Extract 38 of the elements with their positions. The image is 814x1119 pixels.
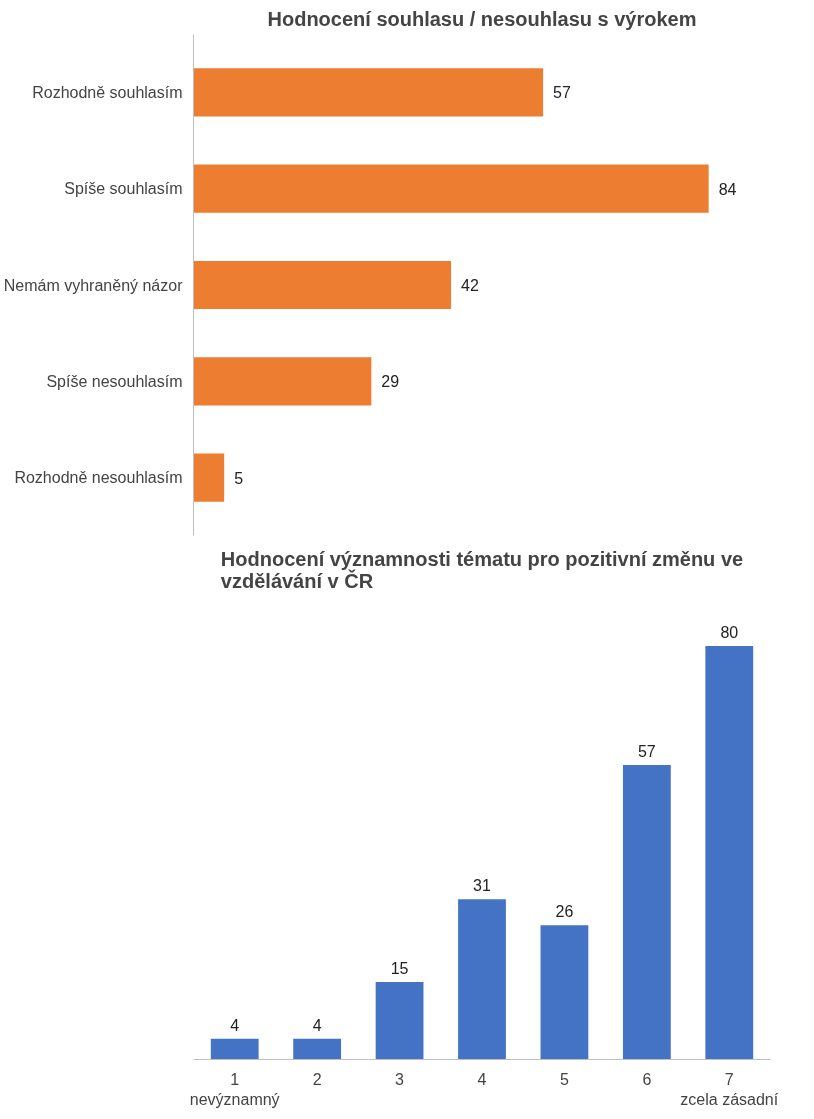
bar [193, 357, 372, 406]
x-tick-label: 7 zcela zásadní [680, 1070, 779, 1108]
chart-title: Hodnocení souhlasu / nesouhlasu s výrokem [267, 7, 697, 30]
bar [375, 981, 424, 1060]
data-label: 31 [473, 877, 491, 895]
y-tick-label: Rozhodně souhlasím [32, 83, 183, 101]
data-label: 26 [555, 903, 574, 921]
bar [293, 1038, 342, 1060]
bar [210, 1038, 259, 1060]
x-tick-label: 1 nevýznamný [189, 1070, 280, 1108]
data-label: 57 [553, 84, 571, 102]
chart-title: Hodnocení významnosti tématu pro pozitivní změnu ve vzdělávání v ČR [220, 547, 744, 592]
x-tick-label: 4 [477, 1070, 487, 1088]
bar [193, 68, 544, 117]
bar [458, 899, 506, 1060]
data-label: 80 [720, 624, 739, 642]
x-tick-label: 6 [642, 1070, 652, 1088]
y-tick-label: Rozhodně nesouhlasím [14, 469, 183, 487]
data-label: 29 [381, 373, 400, 391]
bar [622, 764, 671, 1060]
bar [540, 925, 589, 1060]
x-tick-label: 2 [312, 1070, 322, 1088]
data-label: 5 [234, 469, 244, 487]
bar [193, 453, 225, 502]
bar [193, 260, 452, 310]
data-label: 42 [461, 277, 479, 294]
x-tick-label: 3 [395, 1070, 405, 1088]
data-label: 57 [637, 742, 656, 760]
y-tick-label: Spíše nesouhlasím [46, 372, 183, 390]
x-tick-label: 5 [559, 1070, 569, 1088]
bar [705, 646, 754, 1060]
y-tick-label: Spíše souhlasím [64, 180, 183, 198]
data-label: 84 [718, 180, 737, 198]
bar [193, 164, 709, 213]
data-label: 15 [390, 959, 409, 977]
data-label: 4 [230, 1016, 240, 1034]
y-tick-label: Nemám vyhraněný názor [3, 276, 184, 294]
data-label: 4 [312, 1016, 322, 1034]
